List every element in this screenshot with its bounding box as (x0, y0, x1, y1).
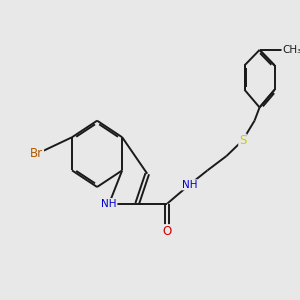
Text: S: S (239, 134, 246, 147)
Text: O: O (163, 225, 172, 238)
Text: NH: NH (101, 199, 117, 208)
Text: NH: NH (182, 180, 197, 190)
Text: Br: Br (30, 147, 44, 160)
Text: CH₃: CH₃ (282, 45, 300, 55)
